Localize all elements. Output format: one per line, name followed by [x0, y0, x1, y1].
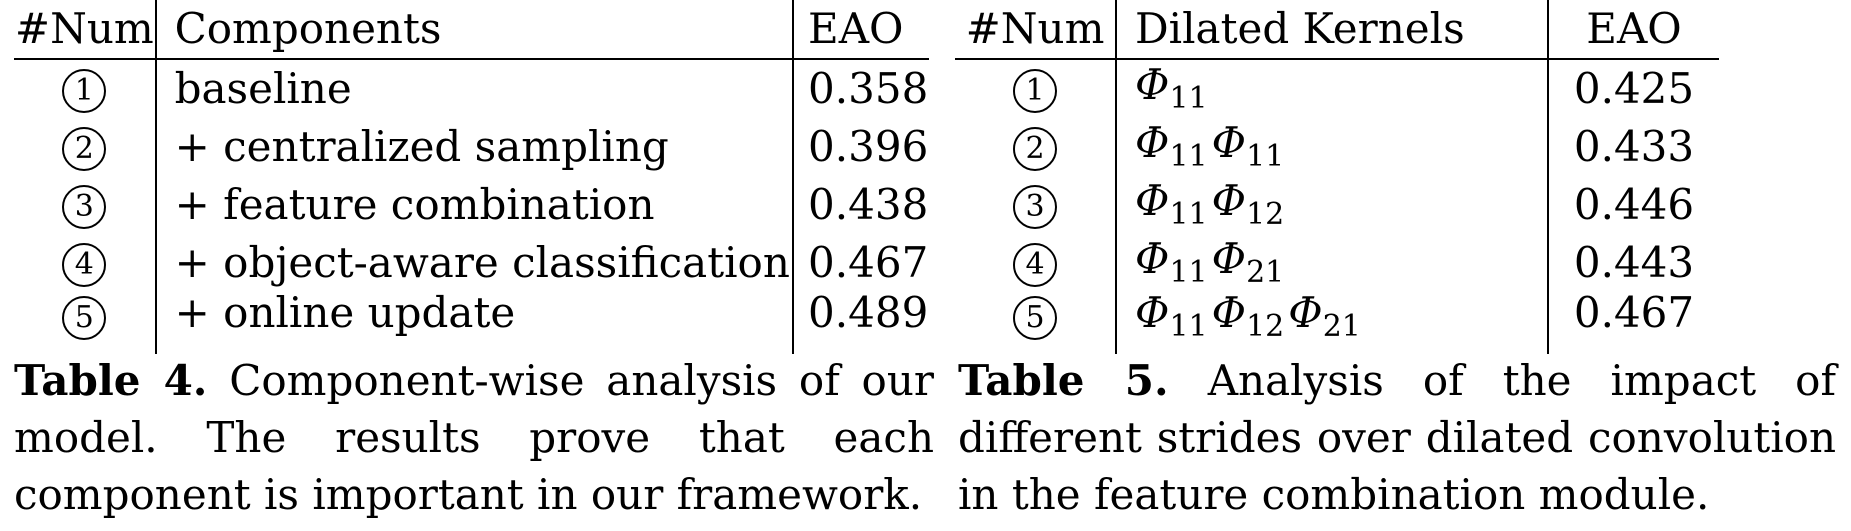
eao-cell: 0.443	[1573, 238, 1695, 287]
table-5: #Num Dilated Kernels EAO 1 Φ11 0.425 2 Φ11Φ1…	[955, 0, 1719, 354]
phi-subscript: 11	[1169, 81, 1208, 116]
table-row: 2 + centralized sampling 0.396	[14, 118, 929, 176]
table-row: 1 baseline 0.358	[14, 59, 929, 118]
table-4: #Num Components EAO 1 baseline 0.358 2 +…	[14, 0, 929, 354]
table-row: 5 + online update 0.489	[14, 292, 929, 354]
phi-subscript: 12	[1246, 197, 1285, 232]
kernel-cell: Φ11Φ21	[1116, 234, 1549, 292]
table-5-caption: Table 5. Analysis of the impact of diffe…	[958, 352, 1836, 523]
component-cell: + online update	[155, 292, 795, 354]
phi-subscript: 11	[1169, 197, 1208, 232]
table-row: 2 Φ11Φ11 0.433	[955, 118, 1719, 176]
phi-subscript: 21	[1322, 309, 1361, 344]
eao-cell: 0.467	[1573, 288, 1695, 337]
table-4-caption-label: Table 4.	[14, 356, 208, 405]
table-4-caption: Table 4. Component-wise analysis of our …	[14, 352, 934, 523]
table-5-caption-text: Analysis of the impact of different stri…	[958, 356, 1836, 519]
row-number-badge: 1	[1013, 69, 1057, 113]
phi-symbol: Φ	[1135, 118, 1170, 167]
phi-symbol: Φ	[1288, 288, 1323, 337]
table-row: 5 Φ11Φ12Φ21 0.467	[955, 292, 1719, 354]
table-row: 3 Φ11Φ12 0.446	[955, 176, 1719, 234]
table-5-panel: #Num Dilated Kernels EAO 1 Φ11 0.425 2 Φ11Φ1…	[955, 0, 1851, 354]
phi-symbol: Φ	[1211, 176, 1247, 225]
table-4-panel: #Num Components EAO 1 baseline 0.358 2 +…	[14, 0, 929, 354]
eao-cell: 0.489	[808, 288, 929, 337]
kernel-cell: Φ11Φ11	[1116, 118, 1549, 176]
row-number-badge: 1	[62, 69, 107, 113]
eao-cell: 0.438	[808, 180, 929, 229]
phi-subscript: 12	[1246, 309, 1285, 344]
eao-cell: 0.396	[808, 122, 929, 171]
header-num: #Num	[955, 0, 1117, 60]
phi-subscript: 11	[1246, 139, 1285, 174]
table-row: 4 + object-aware classification 0.467	[14, 234, 929, 292]
phi-subscript: 11	[1169, 255, 1208, 290]
eao-cell: 0.433	[1573, 122, 1695, 171]
row-number-badge: 3	[62, 185, 107, 229]
phi-symbol: Φ	[1135, 234, 1170, 283]
phi-symbol: Φ	[1135, 288, 1170, 337]
row-number-badge: 5	[1013, 296, 1057, 340]
header-dilated-kernels: Dilated Kernels	[1116, 0, 1549, 60]
eao-cell: 0.467	[808, 238, 929, 287]
phi-subscript: 21	[1246, 255, 1285, 290]
component-cell: + object-aware classification	[155, 234, 795, 292]
row-number-badge: 2	[1013, 127, 1057, 171]
row-number-badge: 4	[1013, 243, 1057, 287]
eao-cell: 0.358	[808, 64, 929, 113]
phi-symbol: Φ	[1135, 176, 1170, 225]
table-row: 1 Φ11 0.425	[955, 59, 1719, 118]
phi-symbol: Φ	[1211, 234, 1247, 283]
kernel-cell: Φ11Φ12Φ21	[1116, 292, 1549, 354]
kernel-cell: Φ11Φ12	[1116, 176, 1549, 234]
phi-symbol: Φ	[1135, 60, 1170, 109]
component-cell: baseline	[155, 59, 795, 118]
table-row: 3 + feature combination 0.438	[14, 176, 929, 234]
table-5-caption-label: Table 5.	[958, 356, 1169, 405]
eao-cell: 0.446	[1573, 180, 1695, 229]
row-number-badge: 2	[62, 127, 107, 171]
header-eao: EAO	[793, 0, 929, 60]
phi-subscript: 11	[1169, 309, 1208, 344]
row-number-badge: 4	[62, 243, 107, 287]
table-row: 4 Φ11Φ21 0.443	[955, 234, 1719, 292]
header-eao: EAO	[1548, 0, 1719, 60]
component-cell: + feature combination	[155, 176, 795, 234]
phi-symbol: Φ	[1211, 288, 1247, 337]
component-cell: + centralized sampling	[155, 118, 795, 176]
phi-symbol: Φ	[1211, 118, 1247, 167]
table-4-caption-text: Component-wise analysis of our model. Th…	[14, 356, 934, 519]
kernel-cell: Φ11	[1116, 59, 1549, 118]
table-4-header-row: #Num Components EAO	[14, 0, 929, 60]
header-components: Components	[155, 0, 795, 60]
phi-subscript: 11	[1169, 139, 1208, 174]
eao-cell: 0.425	[1573, 64, 1695, 113]
row-number-badge: 5	[62, 296, 107, 340]
table-5-header-row: #Num Dilated Kernels EAO	[955, 0, 1719, 60]
row-number-badge: 3	[1013, 185, 1057, 229]
header-num: #Num	[14, 0, 157, 60]
